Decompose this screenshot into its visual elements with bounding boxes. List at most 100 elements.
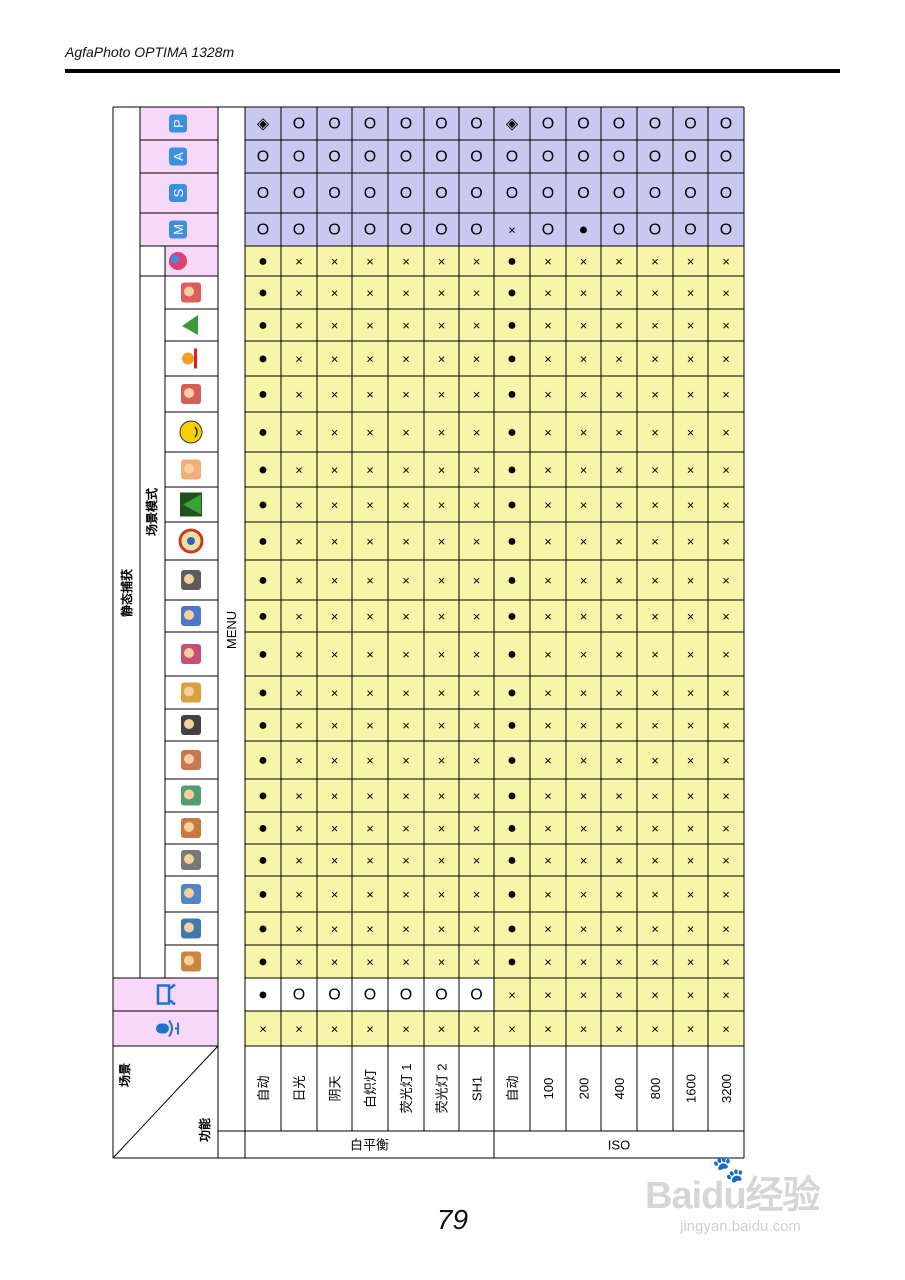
table-cell: O [470,185,482,202]
table-cell: × [366,789,374,804]
table-cell: × [580,286,588,301]
table-cell: ● [258,886,268,903]
table-cell: ● [258,646,268,663]
table-cell: × [331,647,339,662]
table-cell: × [331,318,339,333]
table-cell: O [720,185,732,202]
table-cell: O [613,116,625,133]
table-cell: × [615,955,623,970]
table-cell: × [366,352,374,367]
table-cell: × [722,955,730,970]
table-cell: ● [258,608,268,625]
table-cell: × [722,686,730,701]
voice-record-icon [156,1023,169,1034]
table-cell: × [295,254,303,269]
table-cell: × [615,887,623,902]
table-cell: × [580,609,588,624]
table-cell: × [615,1022,623,1037]
table-cell: × [615,821,623,836]
table-cell: × [580,686,588,701]
row-label: 1600 [684,1074,699,1103]
group-label: ISO [608,1138,630,1153]
corner-function-label: 功能 [197,1118,212,1142]
table-cell: × [615,352,623,367]
table-cell: × [402,463,410,478]
portrait-icon [184,286,194,297]
table-cell: × [295,753,303,768]
food-icon [184,822,194,832]
table-cell: ● [507,921,517,938]
table-cell: × [580,254,588,269]
table-cell: O [720,149,732,166]
table-cell: × [722,318,730,333]
table-cell: × [615,534,623,549]
table-cell: × [438,254,446,269]
table-cell: ● [258,752,268,769]
table-cell: ● [507,608,517,625]
table-cell: × [580,789,588,804]
table-cell: × [580,753,588,768]
table-cell: ● [258,533,268,550]
menu-label: MENU [224,611,239,649]
table-cell: ● [507,351,517,368]
table-cell: × [473,686,481,701]
table-cell: × [295,498,303,513]
table-cell: O [649,149,661,166]
table-cell: ● [258,424,268,441]
corner-diagonal [112,1045,219,1159]
table-cell: × [438,573,446,588]
row-label: 白炽灯 [363,1069,378,1108]
table-cell: × [473,1022,481,1037]
table-cell: ● [507,497,517,514]
table-cell: × [402,609,410,624]
night-scene-icon [183,494,201,515]
table-cell: ● [507,462,517,479]
table-cell: O [328,149,340,166]
video-mode-icon [156,984,171,1005]
table-cell: × [544,425,552,440]
table-cell: ● [258,572,268,589]
candle-icon [184,686,194,697]
table-cell: × [331,387,339,402]
table-cell: × [722,647,730,662]
table-cell: × [651,352,659,367]
table-cell: × [473,955,481,970]
table-cell: × [544,534,552,549]
table-cell: × [544,922,552,937]
table-cell: × [615,853,623,868]
table-cell: ● [258,497,268,514]
table-cell: × [651,534,659,549]
table-cell: × [580,955,588,970]
page-number: 79 [436,1204,469,1235]
table-cell: × [295,789,303,804]
table-cell: ● [258,462,268,479]
table-cell: O [293,149,305,166]
table-cell: O [435,149,447,166]
table-cell: O [613,185,625,202]
table-cell: × [722,821,730,836]
table-cell: ● [258,954,268,971]
table-cell: O [400,987,412,1004]
table-cell: × [366,686,374,701]
table-cell: × [615,498,623,513]
table-cell: × [615,387,623,402]
table-cell: × [473,534,481,549]
video-row-bg [245,978,494,1011]
table-cell: × [544,254,552,269]
table-cell: O [720,222,732,239]
table-cell: × [651,922,659,937]
table-cell: × [402,853,410,868]
table-cell: × [438,318,446,333]
table-cell: ● [258,717,268,734]
table-cell: × [473,254,481,269]
table-cell: × [438,387,446,402]
table-cell: O [293,987,305,1004]
table-cell: ● [507,852,517,869]
table-cell: × [722,286,730,301]
table-cell: × [295,686,303,701]
fisheye-icon [184,955,194,966]
table-cell: O [684,185,696,202]
table-cell: ● [507,886,517,903]
table-cell: O [364,222,376,239]
